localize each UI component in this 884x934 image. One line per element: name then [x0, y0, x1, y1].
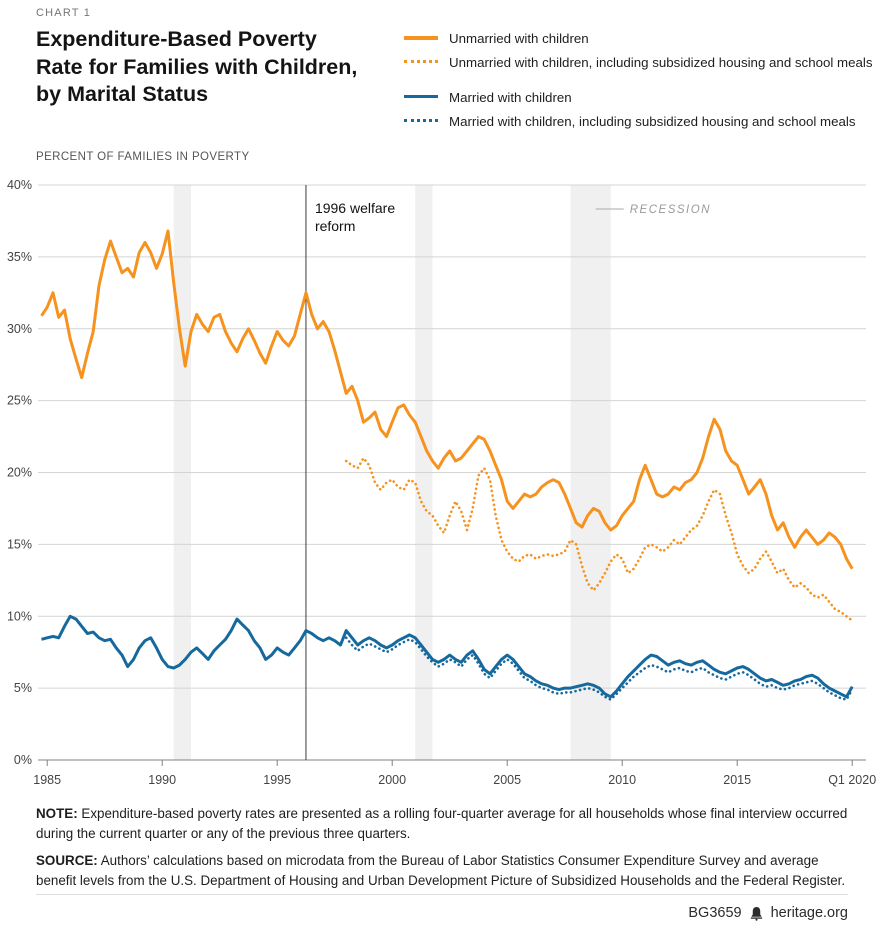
y-axis-tick-label: 5%	[14, 681, 32, 695]
source-paragraph: SOURCE: Authors’ calculations based on m…	[36, 851, 850, 891]
legend-item-unmarried: Unmarried with children	[404, 30, 874, 47]
note-text: Expenditure-based poverty rates are pres…	[36, 806, 848, 842]
y-axis-tick-label: 0%	[14, 753, 32, 767]
notes-block: NOTE: Expenditure-based poverty rates ar…	[36, 804, 850, 898]
welfare-reform-label: 1996 welfare	[315, 200, 395, 216]
page-title: Expenditure-Based Poverty Rate for Famil…	[36, 26, 357, 109]
y-axis-tick-label: 10%	[7, 609, 32, 623]
note-paragraph: NOTE: Expenditure-based poverty rates ar…	[36, 804, 850, 844]
legend-swatch-dotted-blue	[404, 118, 438, 122]
recession-label: RECESSION	[630, 204, 711, 216]
legend-item-unmarried-subsidized: Unmarried with children, including subsi…	[404, 54, 874, 71]
welfare-reform-label: reform	[315, 218, 355, 234]
series-line-married-subsidized	[344, 636, 854, 701]
legend-item-married-subsidized: Married with children, including subsidi…	[404, 113, 874, 130]
title-line: Expenditure-Based Poverty	[36, 27, 317, 51]
chart-kicker: CHART 1	[36, 7, 92, 19]
y-axis-tick-label: 15%	[7, 537, 32, 551]
legend-swatch-dotted-orange	[404, 60, 438, 64]
y-axis-tick-label: 30%	[7, 322, 32, 336]
note-label: NOTE:	[36, 806, 78, 821]
series-line-married	[41, 614, 854, 699]
x-axis-tick-label: 2005	[493, 773, 521, 787]
x-axis-tick-label: Q1 2020	[828, 773, 876, 787]
y-axis-tick-label: 35%	[7, 250, 32, 264]
legend-label: Married with children	[449, 89, 572, 105]
title-line: Rate for Families with Children,	[36, 54, 358, 79]
series-line-unmarried	[40, 229, 854, 570]
y-axis-tick-label: 25%	[7, 394, 32, 408]
y-axis-tick-label: 20%	[7, 466, 32, 480]
x-axis-tick-label: 2015	[723, 773, 751, 787]
y-axis-tick-label: 40%	[7, 178, 32, 192]
chart-legend: Unmarried with children Unmarried with c…	[404, 30, 874, 137]
x-axis-tick-label: 1995	[263, 773, 291, 787]
x-axis-tick-label: 1990	[148, 773, 176, 787]
legend-label: Married with children, including subsidi…	[449, 113, 856, 129]
x-axis-tick-label: 1985	[33, 773, 61, 787]
legend-label: Unmarried with children	[449, 31, 589, 46]
poverty-line-chart: 0% 5% 10% 15% 20% 25% 30% 35% 40% 1985 1990 1995 200…	[0, 172, 884, 792]
source-label: SOURCE:	[36, 853, 98, 869]
x-axis-tick-label: 2010	[608, 773, 636, 787]
legend-swatch-solid-orange	[404, 36, 438, 40]
heritage-logo-icon	[749, 906, 764, 921]
x-axis-tick-label: 2000	[378, 773, 406, 787]
legend-swatch-solid-blue	[404, 94, 438, 99]
report-id: BG3659	[688, 905, 742, 921]
footer-site-link[interactable]: heritage.org	[770, 905, 848, 921]
footer: BG3659 heritage.org	[36, 894, 848, 921]
source-text: Authors’ calculations based on microdata…	[36, 853, 846, 889]
title-line: by Marital Status	[36, 82, 209, 107]
y-axis-title: PERCENT OF FAMILIES IN POVERTY	[36, 151, 250, 163]
series-line-unmarried-subsidized	[344, 456, 854, 622]
legend-label: Unmarried with children, including subsi…	[449, 55, 873, 71]
poverty-line-chart-svg: 0% 5% 10% 15% 20% 25% 30% 35% 40% 1985 1990 1995 200…	[7, 178, 876, 787]
legend-item-married: Married with children	[404, 89, 874, 106]
